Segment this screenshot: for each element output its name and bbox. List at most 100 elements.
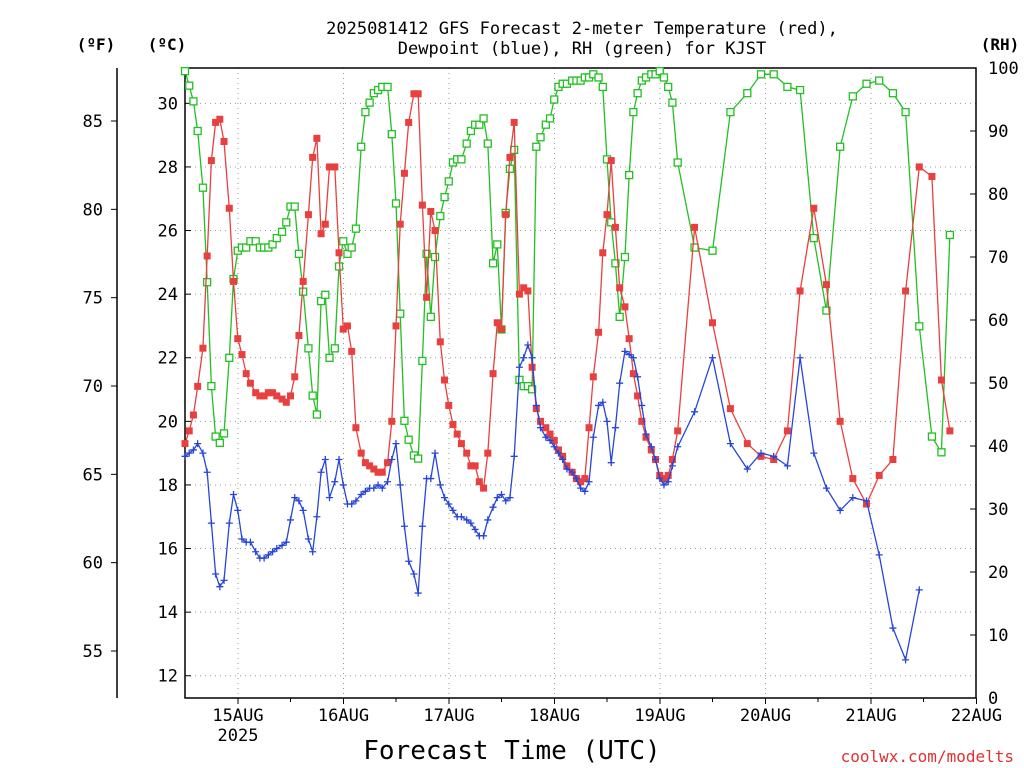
dewpoint-point bbox=[532, 401, 540, 409]
dewpoint-point bbox=[326, 494, 334, 502]
dewpoint-point bbox=[656, 475, 664, 483]
dewpoint-point bbox=[304, 535, 312, 543]
dewpoint-point bbox=[313, 513, 321, 521]
celsius-tick-label: 14 bbox=[158, 603, 178, 623]
dewpoint-point bbox=[463, 516, 471, 524]
rh-point bbox=[901, 107, 910, 117]
dewpoint-point bbox=[309, 548, 317, 556]
temperature-point bbox=[392, 322, 400, 330]
temperature-point bbox=[418, 201, 426, 209]
temperature-point bbox=[400, 169, 408, 177]
x-tick-label: 21AUG bbox=[845, 706, 896, 726]
temperature-point bbox=[928, 172, 936, 180]
fahrenheit-axis-label: (ºF) bbox=[77, 35, 116, 54]
rh-point bbox=[251, 237, 260, 246]
dewpoint-point bbox=[524, 341, 532, 349]
temperature-point bbox=[502, 211, 510, 219]
dewpoint-point bbox=[185, 449, 193, 457]
temperature-point bbox=[269, 389, 277, 397]
temperature-point bbox=[621, 303, 629, 311]
temperature-point bbox=[589, 373, 597, 381]
temperature-point bbox=[484, 449, 492, 457]
rh-tick-label: 20 bbox=[988, 563, 1008, 583]
temperature-point bbox=[515, 290, 523, 298]
temperature-point bbox=[199, 344, 207, 352]
temperature-point bbox=[638, 417, 646, 425]
temperature-point bbox=[441, 376, 449, 384]
rh-tick-label: 80 bbox=[988, 185, 1008, 205]
rh-point bbox=[215, 438, 224, 448]
rh-point bbox=[198, 183, 208, 192]
rh-point bbox=[836, 142, 845, 151]
temperature-point bbox=[915, 163, 923, 171]
dewpoint-point bbox=[264, 551, 272, 559]
rh-point bbox=[343, 249, 352, 259]
rh-point bbox=[361, 107, 370, 117]
dewpoint-point bbox=[418, 522, 426, 530]
dewpoint-point bbox=[384, 478, 392, 486]
dewpoint-point bbox=[863, 497, 871, 505]
rh-point bbox=[809, 233, 818, 243]
dewpoint-point bbox=[520, 354, 528, 362]
dewpoint-point bbox=[321, 456, 329, 463]
temperature-point bbox=[278, 395, 286, 403]
temperature-point bbox=[348, 347, 356, 355]
temperature-point bbox=[212, 118, 220, 126]
temperature-point bbox=[542, 424, 550, 432]
x-tick-sublabel: 2025 bbox=[218, 726, 259, 746]
temperature-point bbox=[189, 411, 197, 419]
temperature-point bbox=[357, 449, 365, 457]
temperature-point bbox=[493, 319, 501, 327]
rh-point bbox=[321, 290, 330, 299]
temperature-point bbox=[537, 417, 545, 425]
rh-point bbox=[550, 95, 559, 104]
temperature-point bbox=[471, 462, 479, 470]
temperature-point bbox=[246, 379, 254, 387]
dewpoint-point bbox=[652, 456, 660, 463]
dewpoint-point bbox=[436, 481, 444, 489]
celsius-tick-label: 18 bbox=[158, 476, 178, 496]
fahrenheit-tick-label: 55 bbox=[83, 642, 103, 662]
dewpoint-point bbox=[607, 459, 615, 467]
rh-point bbox=[312, 410, 322, 419]
dewpoint-point bbox=[467, 519, 475, 527]
dewpoint-point bbox=[269, 548, 277, 556]
rh-point bbox=[180, 67, 190, 76]
rh-point bbox=[185, 81, 194, 90]
x-tick-label: 20AUG bbox=[740, 706, 791, 726]
temperature-point bbox=[475, 478, 483, 486]
dewpoint-point bbox=[638, 401, 646, 409]
dewpoint-point bbox=[674, 443, 682, 451]
x-tick-label: 17AUG bbox=[423, 706, 474, 726]
celsius-axis-label: (ºC) bbox=[148, 35, 187, 54]
dewpoint-point bbox=[199, 449, 207, 457]
dewpoint-point bbox=[902, 656, 910, 664]
rh-point bbox=[347, 243, 356, 252]
temperature-point bbox=[431, 227, 439, 235]
rh-tick-label: 70 bbox=[988, 248, 1008, 268]
dewpoint-point bbox=[282, 538, 290, 546]
fahrenheit-tick-label: 75 bbox=[83, 289, 103, 309]
dewpoint-point bbox=[396, 481, 404, 489]
dewpoint-point bbox=[611, 424, 619, 432]
temperature-point bbox=[352, 424, 360, 432]
rh-point bbox=[272, 233, 281, 243]
rh-point bbox=[848, 92, 857, 101]
rh-point bbox=[483, 139, 492, 148]
temperature-point bbox=[331, 163, 339, 171]
dewpoint-point bbox=[299, 506, 307, 514]
dewpoint-point bbox=[352, 497, 360, 505]
rh-point bbox=[330, 344, 339, 353]
dewpoint-point bbox=[810, 449, 818, 457]
celsius-tick-label: 22 bbox=[158, 349, 178, 369]
dewpoint-point bbox=[405, 557, 413, 565]
celsius-tick-label: 16 bbox=[158, 540, 178, 560]
dewpoint-point bbox=[374, 481, 382, 489]
rh-axis-label: (RH) bbox=[981, 35, 1020, 54]
rh-point bbox=[308, 391, 317, 400]
dewpoint-point bbox=[668, 462, 676, 470]
dewpoint-point bbox=[709, 354, 716, 362]
rh-point bbox=[927, 432, 937, 441]
fahrenheit-tick-label: 85 bbox=[83, 112, 103, 132]
rh-point bbox=[414, 454, 423, 463]
